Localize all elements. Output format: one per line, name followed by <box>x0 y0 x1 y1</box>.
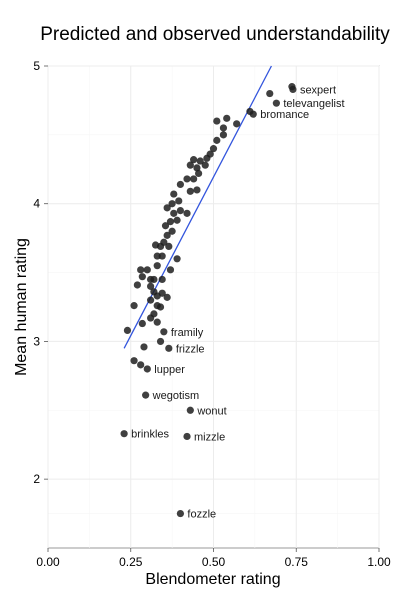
labeled-data-point <box>165 345 172 352</box>
y-tick-label: 4 <box>33 197 40 211</box>
data-point <box>220 124 227 131</box>
data-point <box>130 357 137 364</box>
data-point <box>124 327 131 334</box>
point-label: bromance <box>260 109 309 121</box>
data-point <box>164 204 171 211</box>
labeled-data-point <box>144 365 151 372</box>
data-point <box>164 232 171 239</box>
data-point <box>165 243 172 250</box>
point-label: frizzle <box>176 343 205 355</box>
data-point <box>162 222 169 229</box>
data-point <box>147 297 154 304</box>
labeled-data-point <box>187 407 194 414</box>
labeled-data-point <box>121 430 128 437</box>
point-label: sexpert <box>300 84 336 96</box>
data-point <box>137 266 144 273</box>
point-label: brinkles <box>131 429 169 441</box>
data-point <box>197 157 204 164</box>
data-point <box>170 210 177 217</box>
data-point <box>130 302 137 309</box>
data-point <box>137 361 144 368</box>
data-point <box>134 281 141 288</box>
y-tick-label: 3 <box>33 334 40 348</box>
y-tick-label: 5 <box>33 59 40 73</box>
data-point <box>167 266 174 273</box>
data-point <box>170 190 177 197</box>
labeled-data-point <box>250 111 257 118</box>
data-point <box>187 162 194 169</box>
y-tick-label: 2 <box>33 472 40 486</box>
point-label: wegotism <box>152 390 199 402</box>
data-point <box>157 338 164 345</box>
data-point <box>159 252 166 259</box>
x-tick-label: 0.75 <box>285 555 309 569</box>
labeled-data-point <box>142 392 149 399</box>
labeled-data-point <box>289 86 296 93</box>
x-axis-label: Blendometer rating <box>145 571 280 588</box>
data-point <box>154 262 161 269</box>
data-point <box>223 115 230 122</box>
x-tick-label: 1.00 <box>367 555 391 569</box>
data-point <box>139 320 146 327</box>
data-point <box>164 294 171 301</box>
labeled-data-point <box>177 510 184 517</box>
data-point <box>266 90 273 97</box>
data-point <box>233 120 240 127</box>
data-point <box>183 210 190 217</box>
y-axis-label: Mean human rating <box>13 238 30 376</box>
chart-title: Predicted and observed understandability <box>40 24 390 45</box>
point-label: framily <box>171 327 204 339</box>
data-point <box>150 276 157 283</box>
data-point <box>157 303 164 310</box>
data-point <box>175 197 182 204</box>
data-point <box>195 170 202 177</box>
data-point <box>173 217 180 224</box>
data-point <box>173 255 180 262</box>
data-point <box>213 137 220 144</box>
data-point <box>159 276 166 283</box>
point-label: fozzle <box>187 509 216 521</box>
data-point <box>144 266 151 273</box>
data-point <box>203 155 210 162</box>
labeled-data-point <box>183 433 190 440</box>
x-tick-label: 0.25 <box>119 555 143 569</box>
data-point <box>213 117 220 124</box>
data-point <box>183 175 190 182</box>
data-point <box>193 186 200 193</box>
data-point <box>147 314 154 321</box>
data-point <box>177 207 184 214</box>
data-point <box>154 319 161 326</box>
data-point <box>220 131 227 138</box>
data-point <box>140 343 147 350</box>
data-point <box>139 273 146 280</box>
data-point <box>190 175 197 182</box>
data-point <box>187 188 194 195</box>
point-label: mizzle <box>194 431 225 443</box>
point-label: lupper <box>154 364 185 376</box>
x-tick-label: 0.50 <box>202 555 226 569</box>
labeled-data-point <box>160 328 167 335</box>
data-point <box>152 241 159 248</box>
labeled-data-point <box>273 100 280 107</box>
data-point <box>177 181 184 188</box>
x-tick-label: 0.00 <box>36 555 60 569</box>
point-label: wonut <box>196 405 226 417</box>
